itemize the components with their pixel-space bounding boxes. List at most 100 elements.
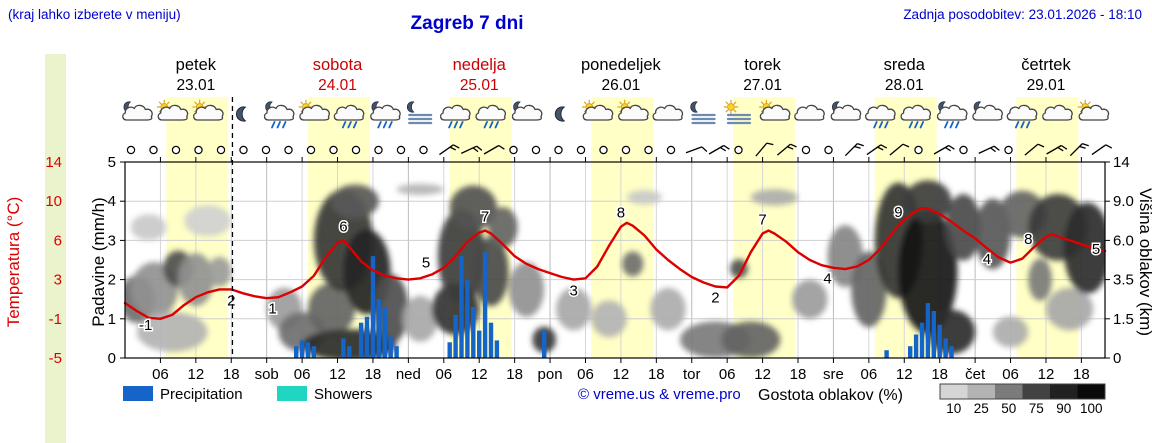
precip-bar xyxy=(488,322,494,358)
precip-bar xyxy=(542,330,547,358)
precip-bar xyxy=(471,307,476,358)
x-tick-label: 06 xyxy=(577,366,594,383)
temperature-value-label: 7 xyxy=(758,212,766,229)
cloud-blob xyxy=(308,283,356,335)
rain-icon xyxy=(377,121,382,129)
wind-circle-icon xyxy=(351,145,361,155)
cloud-blob xyxy=(1028,258,1052,301)
rain-icon xyxy=(884,121,889,129)
day-name: ponedeljek xyxy=(581,56,662,74)
cloud-density-scale: 10 25 50 75 90 100 xyxy=(939,383,1106,416)
temperature-value-label: 1 xyxy=(268,301,276,318)
temp-tick-label: 3 xyxy=(54,272,62,289)
rain-icon xyxy=(382,121,388,129)
day-name: četrtek xyxy=(1021,56,1071,74)
wind-barb-icon xyxy=(685,146,708,154)
credit-link[interactable]: © vreme.us & vreme.pro xyxy=(578,386,741,403)
wind-barb-icon xyxy=(776,143,797,156)
weather-icon-sun-cloud xyxy=(192,99,224,121)
cloud-icon xyxy=(439,104,471,121)
temperature-value-label: 5 xyxy=(1092,241,1100,258)
rain-icon xyxy=(448,121,453,129)
cloud-blob xyxy=(1063,202,1105,294)
x-tick-label: 06 xyxy=(294,366,311,383)
x-tick-label: 12 xyxy=(896,366,913,383)
x-tick-label: 18 xyxy=(223,366,240,383)
wind-circle-icon xyxy=(734,145,743,155)
day-date: 26.01 xyxy=(602,77,641,94)
cloud-blob xyxy=(792,279,828,319)
temperature-value-label: 2 xyxy=(711,290,719,307)
weather-icon-cloud-moon xyxy=(830,101,862,121)
precipitation-swatch xyxy=(123,386,153,401)
cloud-scale-segment xyxy=(1077,384,1105,399)
precip-bar xyxy=(358,322,364,358)
precip-tick-label: 5 xyxy=(108,154,116,171)
cloud-height-tick-label: 6.0 xyxy=(1113,232,1134,249)
cloud-scale-tick-label: 25 xyxy=(974,401,989,416)
precip-bar xyxy=(482,252,488,358)
wind-barb-icon xyxy=(483,144,505,155)
day-date: 29.01 xyxy=(1027,77,1066,94)
wind-circle-icon xyxy=(396,145,406,155)
weather-icon-cloud-rain-moon xyxy=(936,101,968,129)
x-tick-label: 18 xyxy=(365,366,382,383)
day-date: 23.01 xyxy=(176,77,215,94)
cloud-blob xyxy=(626,190,663,205)
cloud-blob xyxy=(622,251,644,277)
temp-tick-label: -5 xyxy=(49,350,62,367)
precip-tick-label: 1 xyxy=(108,311,116,328)
cloud-blob xyxy=(1046,287,1094,331)
x-tick-label: 18 xyxy=(648,366,665,383)
cloud-icon xyxy=(157,104,189,121)
cloud-blob xyxy=(945,194,981,261)
last-update: Zadnja posodobitev: 23.01.2026 - 18:10 xyxy=(903,7,1142,22)
sun-icon xyxy=(723,99,739,115)
x-tick-label: pon xyxy=(538,366,563,383)
x-tick-label: čet xyxy=(965,366,986,383)
cloud-height-tick-label: 1.5 xyxy=(1113,311,1134,328)
temperature-value-label: 4 xyxy=(823,271,831,288)
rain-icon xyxy=(483,121,488,129)
weather-icon-cloud-rain xyxy=(333,104,365,129)
rain-icon xyxy=(347,121,352,129)
showers-label: Showers xyxy=(314,386,372,403)
cloud-height-tick-label: 9.0 xyxy=(1113,193,1134,210)
cloud-blob xyxy=(650,287,686,331)
weather-icon-sun-cloud xyxy=(617,99,649,121)
cloud-icon xyxy=(900,104,932,121)
cloud-icon xyxy=(618,104,649,121)
cloud-axis-title: Višina oblakov (km) xyxy=(1136,188,1152,336)
cloud-scale-tick-label: 100 xyxy=(1080,401,1103,416)
x-tick-label: 18 xyxy=(931,366,948,383)
rain-icon xyxy=(388,121,393,129)
temperature-value-label: 3 xyxy=(570,283,578,300)
cloud-scale-tick-label: 50 xyxy=(1001,401,1016,416)
x-tick-label: 12 xyxy=(1038,366,1055,383)
precip-bar xyxy=(347,346,352,358)
weather-icon-cloud-rain xyxy=(1006,104,1038,129)
rain-icon xyxy=(949,121,954,129)
cloud-scale-segment xyxy=(1050,384,1078,399)
cloud-icon xyxy=(193,104,224,121)
temperature-value-label: 6 xyxy=(339,218,347,235)
cloud-icon xyxy=(1006,104,1038,121)
x-tick-label: 06 xyxy=(861,366,878,383)
weather-icon-fog-sun xyxy=(723,99,752,125)
wind-circle-icon xyxy=(284,145,293,155)
precip-bar xyxy=(453,314,458,358)
weather-icon-sun-cloud xyxy=(156,99,189,121)
cloud-scale-segment xyxy=(940,384,968,399)
temperature-value-label: 2 xyxy=(227,292,235,309)
wind-circle-icon xyxy=(261,145,271,155)
moon-icon xyxy=(235,106,247,122)
cloud-blob xyxy=(207,256,232,287)
x-tick-label: 06 xyxy=(719,366,736,383)
temp-tick-label: 10 xyxy=(45,193,62,210)
cloud-icon xyxy=(759,104,791,121)
weather-icon-moon xyxy=(554,106,566,122)
wind-barb-icon xyxy=(889,143,910,156)
wind-circle-icon xyxy=(194,145,203,155)
